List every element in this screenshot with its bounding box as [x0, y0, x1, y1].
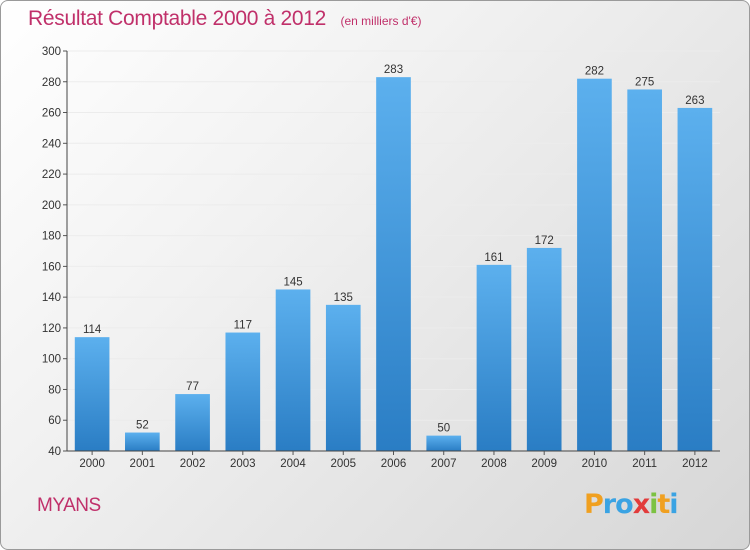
bar-value-label: 283: [384, 64, 403, 76]
x-tick-label: 2007: [431, 458, 457, 470]
bar: [74, 337, 110, 451]
bar: [677, 107, 713, 451]
x-tick-label: 2001: [130, 458, 156, 470]
bar: [125, 432, 160, 451]
x-tick-label: 2002: [180, 458, 206, 470]
y-tick-label: 60: [48, 415, 61, 427]
bar-value-label: 145: [283, 276, 302, 288]
y-tick-label: 40: [48, 446, 61, 458]
bar: [577, 78, 612, 451]
y-tick-label: 100: [42, 354, 61, 366]
bar: [526, 247, 562, 451]
y-tick-label: 240: [42, 138, 61, 150]
bar-value-label: 161: [484, 252, 503, 264]
axes: [63, 50, 720, 455]
y-tick-label: 260: [42, 108, 61, 120]
chart-title: Résultat Comptable 2000 à 2012: [28, 7, 327, 30]
bar: [476, 264, 512, 451]
x-tick-label: 2012: [682, 458, 708, 470]
logo-letter: o: [615, 489, 634, 520]
bar: [376, 77, 411, 452]
bar: [627, 89, 662, 451]
x-tick-label: 2008: [481, 458, 507, 470]
y-tick-label: 180: [42, 231, 61, 243]
title-row: Résultat Comptable 2000 à 2012 (en milli…: [28, 7, 421, 31]
bar-value-label: 275: [635, 76, 654, 88]
bar-value-label: 172: [535, 235, 554, 247]
labels: 40 60 80 100 120 140 160 180 200 220 240 260 280 300 1…: [42, 46, 708, 470]
logo-letter: i: [669, 489, 678, 520]
y-tick-label: 140: [42, 292, 61, 304]
y-tick-label: 80: [48, 384, 61, 396]
bar: [275, 289, 311, 451]
proxiti-logo[interactable]: Proxiti: [584, 489, 679, 520]
chart-subtitle: (en milliers d'€): [340, 14, 422, 28]
logo-letter: P: [584, 489, 604, 520]
logo-letter: i: [649, 489, 658, 520]
y-tick-label: 300: [42, 46, 61, 58]
x-tick-label: 2000: [79, 458, 105, 470]
logo-letter: r: [602, 489, 616, 520]
x-tick-label: 2011: [632, 458, 657, 470]
x-tick-label: 2004: [280, 458, 306, 470]
bar-value-label: 263: [685, 95, 704, 107]
y-tick-label: 220: [42, 169, 61, 181]
y-tick-label: 120: [42, 323, 61, 335]
bar: [175, 394, 210, 451]
x-tick-label: 2010: [582, 458, 608, 470]
y-tick-label: 200: [42, 200, 61, 212]
bar-value-label: 135: [334, 292, 353, 304]
bar-value-label: 52: [136, 420, 149, 432]
x-tick-label: 2006: [381, 458, 407, 470]
bars: [74, 77, 713, 452]
x-tick-label: 2003: [230, 458, 256, 470]
bar: [426, 435, 462, 451]
bar: [325, 304, 361, 451]
logo-letter: t: [657, 489, 670, 520]
bar-value-label: 282: [585, 66, 604, 78]
bar-value-label: 50: [437, 423, 450, 435]
bar-value-label: 114: [83, 324, 102, 336]
y-tick-label: 280: [42, 77, 61, 89]
bar-value-label: 77: [186, 381, 199, 393]
bar-value-label: 117: [234, 320, 252, 332]
y-tick-label: 160: [42, 261, 61, 273]
x-tick-label: 2005: [330, 458, 356, 470]
x-tick-label: 2009: [531, 458, 557, 470]
commune-name: MYANS: [37, 495, 101, 516]
logo-letter: x: [632, 489, 650, 520]
bar: [225, 332, 261, 451]
